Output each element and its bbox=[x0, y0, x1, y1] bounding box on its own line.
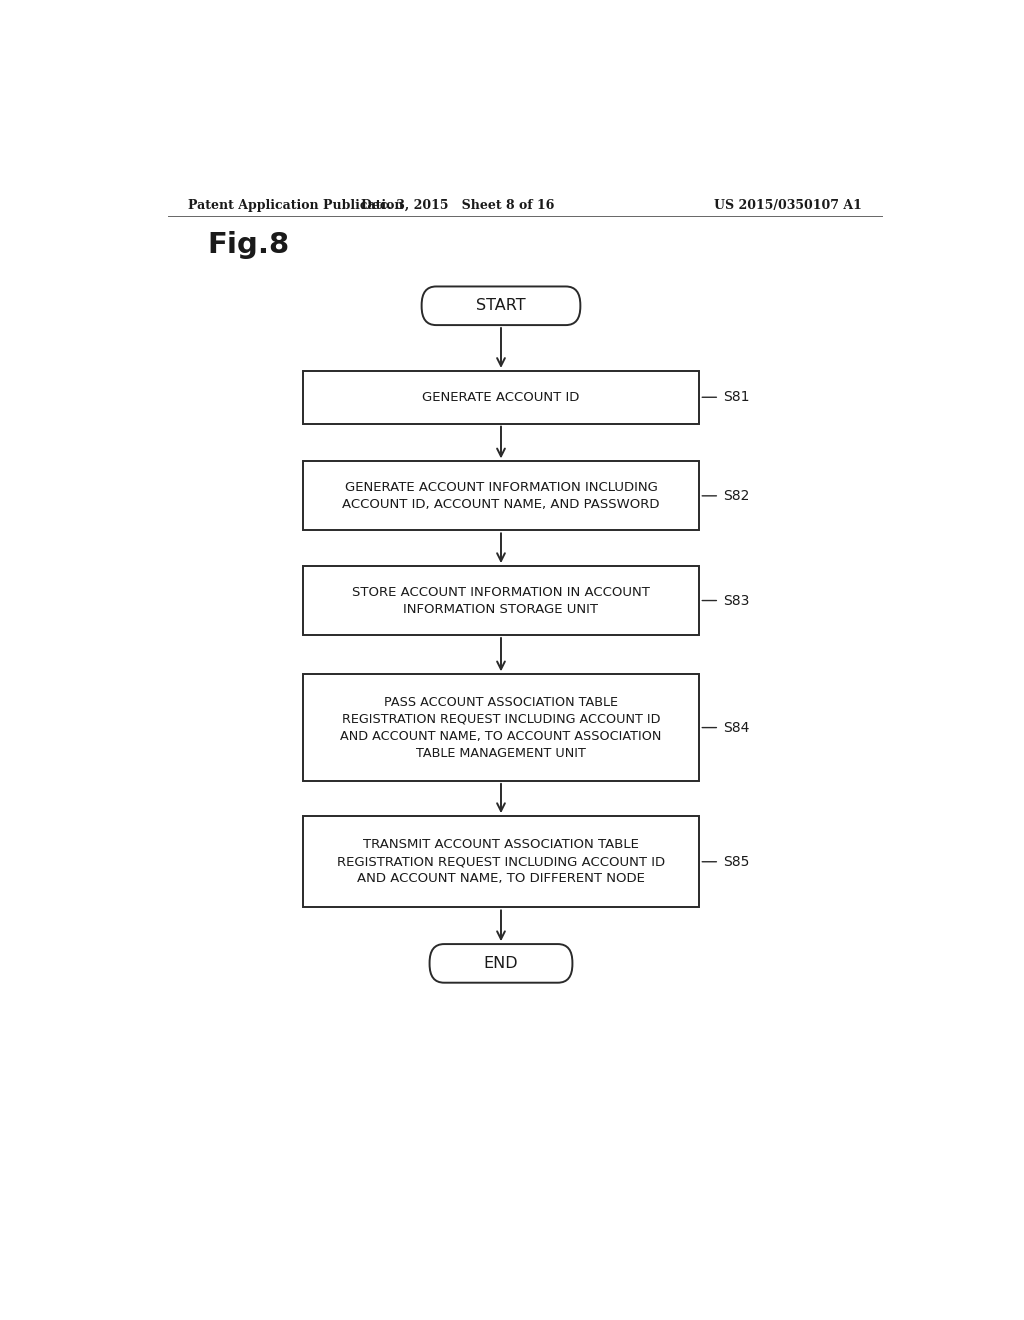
Bar bbox=[303, 566, 699, 635]
FancyBboxPatch shape bbox=[430, 944, 572, 982]
Bar bbox=[303, 371, 699, 424]
Text: US 2015/0350107 A1: US 2015/0350107 A1 bbox=[714, 198, 862, 211]
Text: GENERATE ACCOUNT INFORMATION INCLUDING
ACCOUNT ID, ACCOUNT NAME, AND PASSWORD: GENERATE ACCOUNT INFORMATION INCLUDING A… bbox=[342, 480, 659, 511]
Text: STORE ACCOUNT INFORMATION IN ACCOUNT
INFORMATION STORAGE UNIT: STORE ACCOUNT INFORMATION IN ACCOUNT INF… bbox=[352, 586, 650, 615]
Text: S85: S85 bbox=[723, 855, 750, 869]
Text: PASS ACCOUNT ASSOCIATION TABLE
REGISTRATION REQUEST INCLUDING ACCOUNT ID
AND ACC: PASS ACCOUNT ASSOCIATION TABLE REGISTRAT… bbox=[340, 696, 662, 759]
Text: TRANSMIT ACCOUNT ASSOCIATION TABLE
REGISTRATION REQUEST INCLUDING ACCOUNT ID
AND: TRANSMIT ACCOUNT ASSOCIATION TABLE REGIS… bbox=[337, 838, 665, 886]
Text: S84: S84 bbox=[723, 721, 750, 735]
Text: S83: S83 bbox=[723, 594, 750, 607]
Text: S81: S81 bbox=[723, 391, 750, 404]
Text: Fig.8: Fig.8 bbox=[207, 231, 290, 259]
Text: Patent Application Publication: Patent Application Publication bbox=[187, 198, 403, 211]
Text: START: START bbox=[476, 298, 525, 313]
Text: S82: S82 bbox=[723, 488, 750, 503]
FancyBboxPatch shape bbox=[422, 286, 581, 325]
Bar bbox=[303, 461, 699, 531]
Text: Dec. 3, 2015   Sheet 8 of 16: Dec. 3, 2015 Sheet 8 of 16 bbox=[360, 198, 554, 211]
Text: GENERATE ACCOUNT ID: GENERATE ACCOUNT ID bbox=[422, 391, 580, 404]
Bar bbox=[303, 816, 699, 907]
Bar bbox=[303, 675, 699, 781]
Text: END: END bbox=[483, 956, 518, 972]
